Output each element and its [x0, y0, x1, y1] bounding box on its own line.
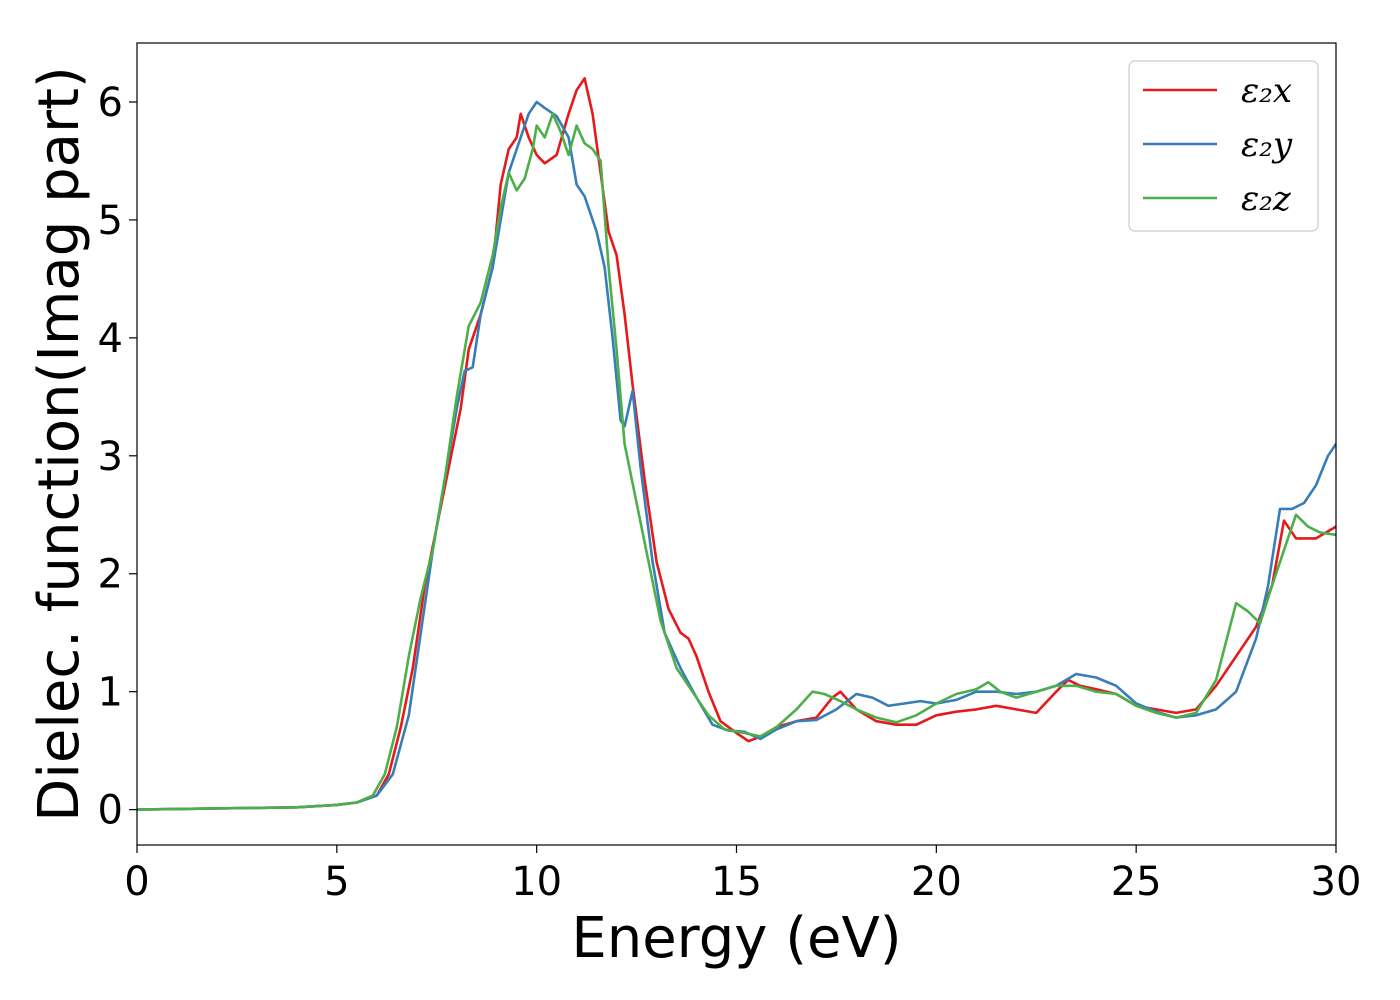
- y-tick-label: 2: [98, 552, 123, 598]
- y-tick-label: 6: [98, 80, 123, 126]
- x-tick-label: 10: [511, 859, 562, 905]
- series-layer: [137, 77, 1336, 811]
- x-axis-label: Energy (eV): [571, 906, 901, 971]
- legend-label-0: ε₂x: [1241, 71, 1292, 111]
- series-line-2: [137, 112, 1336, 811]
- x-tick-label: 0: [124, 859, 149, 905]
- x-tick-label: 15: [711, 859, 762, 905]
- x-tick-label: 30: [1311, 859, 1362, 905]
- x-tick-label: 25: [1111, 859, 1162, 905]
- axes-layer: 0 5 10 15 20 25 30 0 1 2 3 4 5 6: [98, 42, 1362, 905]
- y-tick-label: 5: [98, 198, 123, 244]
- y-tick-label: 3: [98, 434, 123, 480]
- legend-box: [1128, 60, 1319, 232]
- x-tick-label: 20: [911, 859, 962, 905]
- y-tick-label: 0: [98, 788, 123, 834]
- x-tick-label: 5: [324, 859, 349, 905]
- y-tick-label: 1: [98, 670, 123, 716]
- legend-label-1: ε₂y: [1241, 125, 1293, 165]
- legend-label-2: ε₂z: [1241, 179, 1292, 219]
- y-axis-label: Dielec. function(Imag part): [27, 66, 92, 822]
- legend: ε₂x ε₂y ε₂z: [1128, 60, 1319, 232]
- y-tick-label: 4: [98, 316, 123, 362]
